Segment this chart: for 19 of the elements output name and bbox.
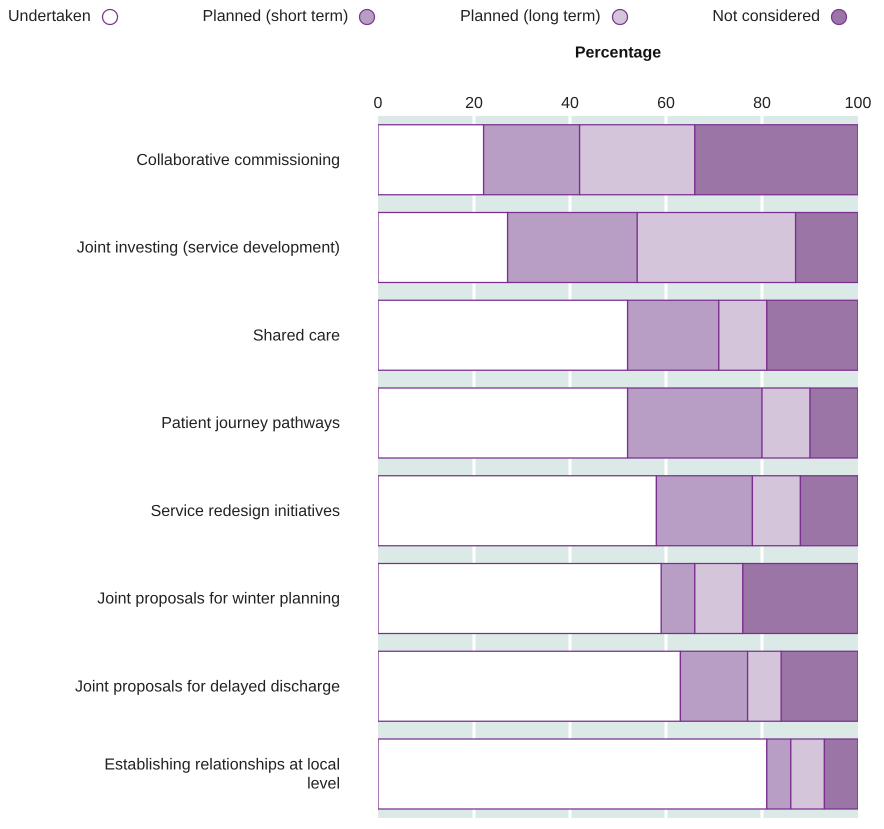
y-tick-label: Joint investing (service development)	[76, 239, 340, 256]
legend-label: Not considered	[712, 8, 820, 26]
x-tick-label: 20	[465, 95, 483, 112]
y-tick-label: Shared care	[252, 326, 340, 344]
y-tick-label: Establishing relationships at local level	[104, 756, 340, 792]
x-tick-label: 40	[561, 95, 579, 112]
y-tick-label: Joint proposals for winter planning	[97, 590, 340, 608]
x-tick-label: 60	[657, 95, 675, 112]
y-tick-label: Collaborative commissioning	[136, 151, 340, 168]
legend-label: Planned (short term)	[202, 8, 348, 26]
x-tick-label: 100	[844, 95, 872, 112]
legend-label: Undertaken	[8, 8, 91, 26]
legend-label: Planned (long term)	[460, 8, 601, 26]
x-axis-title: Percentage	[574, 44, 662, 62]
y-tick-label: Joint proposals for delayed discharge	[74, 678, 340, 695]
y-tick-label: Patient journey pathways	[161, 414, 340, 432]
x-tick-label: 80	[753, 95, 771, 112]
x-tick-label: 0	[374, 95, 383, 112]
y-tick-label: Service redesign initiatives	[150, 502, 340, 520]
